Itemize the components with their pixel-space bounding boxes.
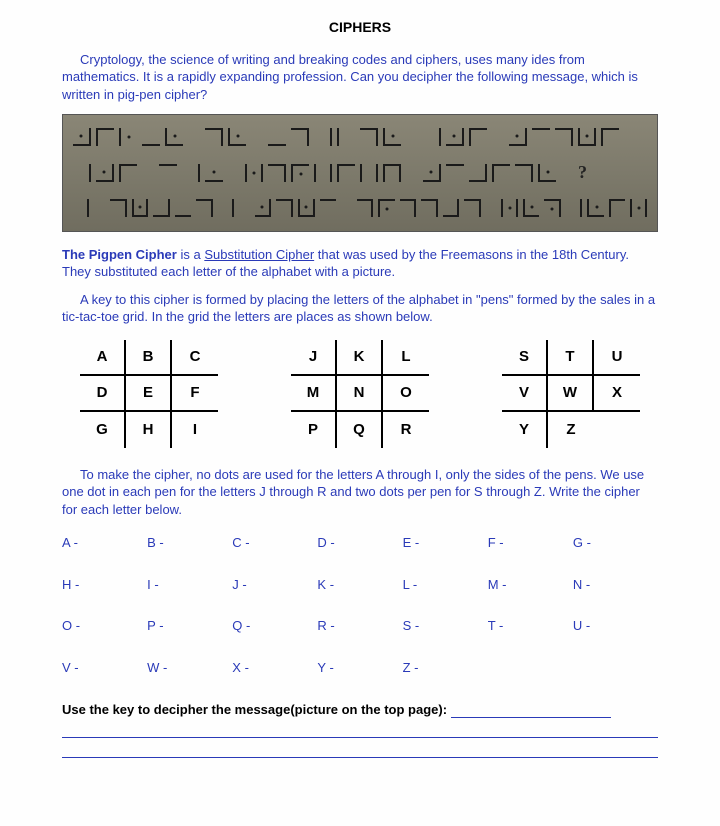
letter-cell: I - bbox=[147, 576, 232, 594]
letter-cell: U - bbox=[573, 617, 658, 635]
letter-cell: K - bbox=[317, 576, 402, 594]
cell: Z bbox=[548, 412, 594, 448]
letter-cell: M - bbox=[488, 576, 573, 594]
letter-cell: V - bbox=[62, 659, 147, 677]
letter-cell: D - bbox=[317, 534, 402, 552]
letter-cell: H - bbox=[62, 576, 147, 594]
letter-row: A -B -C -D -E -F -G - bbox=[62, 534, 658, 552]
letter-cell: Q - bbox=[232, 617, 317, 635]
cipher-row bbox=[73, 199, 647, 217]
letter-cell: C - bbox=[232, 534, 317, 552]
letter-cell: S - bbox=[403, 617, 488, 635]
pigpen-cipher-image: ? bbox=[62, 114, 658, 232]
cell: T bbox=[548, 340, 594, 376]
cell: Y bbox=[502, 412, 548, 448]
cell: M bbox=[291, 376, 337, 412]
letter-cell: N - bbox=[573, 576, 658, 594]
cell: H bbox=[126, 412, 172, 448]
letter-cell: Y - bbox=[317, 659, 402, 677]
cell: X bbox=[594, 376, 640, 412]
cell: N bbox=[337, 376, 383, 412]
cell: K bbox=[337, 340, 383, 376]
intro-paragraph: Cryptology, the science of writing and b… bbox=[62, 51, 658, 104]
decipher-label: Use the key to decipher the message(pict… bbox=[62, 702, 447, 717]
letter-exercise: A -B -C -D -E -F -G - H -I -J -K -L -M -… bbox=[62, 534, 658, 676]
letter-cell: G - bbox=[573, 534, 658, 552]
cell: B bbox=[126, 340, 172, 376]
cipher-row: ? bbox=[73, 160, 647, 184]
cell bbox=[594, 412, 640, 448]
letter-cell: L - bbox=[403, 576, 488, 594]
text: is a bbox=[177, 247, 204, 262]
substitution-cipher-link[interactable]: Substitution Cipher bbox=[204, 247, 314, 262]
answer-blank[interactable] bbox=[451, 717, 611, 718]
grid-1: A B C D E F G H I bbox=[80, 340, 218, 448]
key-paragraph: A key to this cipher is formed by placin… bbox=[62, 291, 658, 326]
cell: A bbox=[80, 340, 126, 376]
cell: W bbox=[548, 376, 594, 412]
answer-line[interactable] bbox=[62, 720, 658, 738]
letter-row: O -P -Q -R -S -T -U - bbox=[62, 617, 658, 635]
cell: F bbox=[172, 376, 218, 412]
page-title: CIPHERS bbox=[62, 18, 658, 37]
letter-cell: O - bbox=[62, 617, 147, 635]
letter-cell: P - bbox=[147, 617, 232, 635]
letter-cell bbox=[573, 659, 658, 677]
letter-cell: W - bbox=[147, 659, 232, 677]
pigpen-description: The Pigpen Cipher is a Substitution Ciph… bbox=[62, 246, 658, 281]
cell: Q bbox=[337, 412, 383, 448]
cell: O bbox=[383, 376, 429, 412]
answer-line[interactable] bbox=[62, 740, 658, 758]
make-cipher-paragraph: To make the cipher, no dots are used for… bbox=[62, 466, 658, 519]
letter-cell: E - bbox=[403, 534, 488, 552]
letter-cell: A - bbox=[62, 534, 147, 552]
cipher-row bbox=[73, 128, 647, 146]
decipher-prompt: Use the key to decipher the message(pict… bbox=[62, 701, 658, 719]
letter-cell: X - bbox=[232, 659, 317, 677]
cell: R bbox=[383, 412, 429, 448]
letter-row: H -I -J -K -L -M -N - bbox=[62, 576, 658, 594]
cell: D bbox=[80, 376, 126, 412]
letter-cell: R - bbox=[317, 617, 402, 635]
letter-cell: Z - bbox=[403, 659, 488, 677]
letter-row: V -W -X -Y -Z - bbox=[62, 659, 658, 677]
pigpen-bold: The Pigpen Cipher bbox=[62, 247, 177, 262]
letter-cell: T - bbox=[488, 617, 573, 635]
cell: E bbox=[126, 376, 172, 412]
grid-3: S T U V W X Y Z bbox=[502, 340, 640, 448]
cell: I bbox=[172, 412, 218, 448]
cell: C bbox=[172, 340, 218, 376]
letter-cell: F - bbox=[488, 534, 573, 552]
cell: L bbox=[383, 340, 429, 376]
letter-cell bbox=[488, 659, 573, 677]
letter-cell: J - bbox=[232, 576, 317, 594]
grid-2: J K L M N O P Q R bbox=[291, 340, 429, 448]
cipher-key-grids: A B C D E F G H I J K L M N O P Q R S T … bbox=[80, 340, 640, 448]
cell: G bbox=[80, 412, 126, 448]
cell: P bbox=[291, 412, 337, 448]
cell: V bbox=[502, 376, 548, 412]
cell: S bbox=[502, 340, 548, 376]
cell: U bbox=[594, 340, 640, 376]
letter-cell: B - bbox=[147, 534, 232, 552]
cell: J bbox=[291, 340, 337, 376]
